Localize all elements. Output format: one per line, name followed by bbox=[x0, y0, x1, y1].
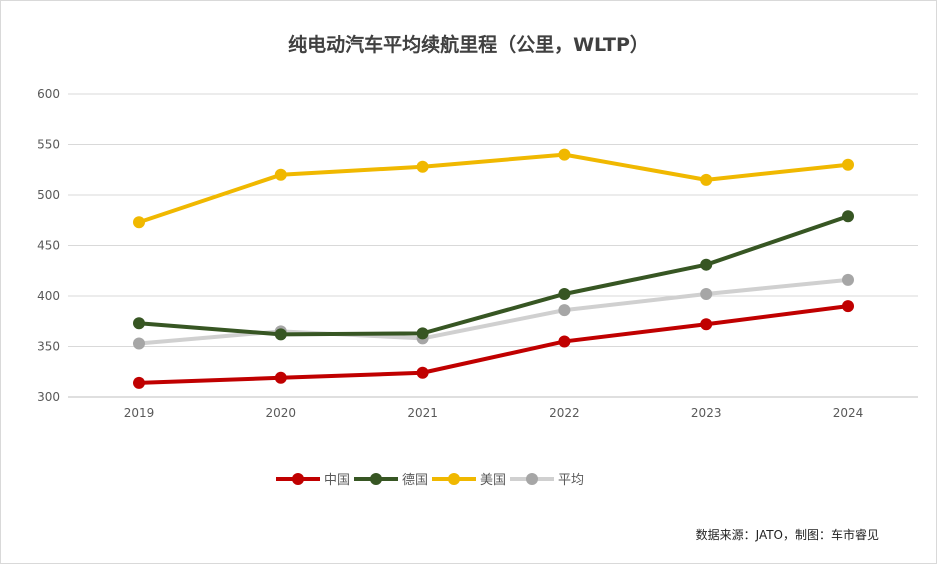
y-tick-label: 550 bbox=[37, 138, 60, 152]
y-tick-label: 600 bbox=[37, 87, 60, 101]
legend-line-marker bbox=[276, 472, 320, 485]
data-point bbox=[842, 210, 854, 223]
y-tick-label: 300 bbox=[37, 390, 60, 404]
legend-item: 平均 bbox=[510, 469, 584, 488]
data-point bbox=[842, 158, 854, 171]
legend-item: 德国 bbox=[354, 469, 428, 488]
legend-item: 中国 bbox=[276, 469, 350, 488]
x-tick-label: 2019 bbox=[124, 406, 155, 420]
x-tick-label: 2022 bbox=[549, 406, 580, 420]
data-point bbox=[133, 216, 145, 229]
legend-label: 中国 bbox=[324, 473, 351, 488]
series-line-中国 bbox=[138, 304, 849, 385]
data-point bbox=[700, 318, 713, 331]
y-tick-label: 450 bbox=[37, 239, 60, 253]
legend-item: 美国 bbox=[432, 469, 506, 488]
data-point bbox=[700, 173, 713, 186]
data-point bbox=[416, 327, 429, 340]
x-tick-label: 2021 bbox=[407, 406, 438, 420]
data-point bbox=[558, 287, 571, 300]
x-tick-label: 2023 bbox=[691, 406, 722, 420]
y-tick-label: 350 bbox=[37, 340, 60, 354]
data-point bbox=[416, 160, 429, 173]
legend-line-marker bbox=[354, 472, 399, 485]
data-point bbox=[558, 304, 571, 317]
legend-line-marker bbox=[432, 472, 477, 485]
legend-label: 美国 bbox=[480, 473, 507, 488]
legend: 中国 德国 美国 平均 bbox=[276, 469, 588, 488]
data-point bbox=[416, 366, 429, 379]
data-point bbox=[842, 273, 854, 286]
data-point bbox=[700, 258, 713, 271]
x-tick-label: 2020 bbox=[266, 406, 297, 420]
chart-title: 纯电动汽车平均续航里程（公里，WLTP） bbox=[288, 34, 649, 56]
source-note: 数据来源：JATO，制图：车市睿见 bbox=[695, 528, 879, 542]
data-point bbox=[700, 287, 713, 300]
legend-line-marker bbox=[510, 472, 555, 485]
series-line-美国 bbox=[138, 152, 849, 225]
data-point bbox=[274, 168, 287, 181]
data-point bbox=[274, 371, 287, 384]
y-tick-label: 400 bbox=[37, 289, 60, 303]
data-point bbox=[133, 337, 145, 350]
data-point bbox=[133, 317, 145, 330]
data-point bbox=[842, 300, 854, 313]
data-point bbox=[558, 335, 571, 348]
legend-label: 德国 bbox=[402, 473, 429, 488]
y-tick-label: 500 bbox=[37, 188, 60, 202]
data-point bbox=[558, 148, 571, 161]
legend-label: 平均 bbox=[558, 473, 585, 488]
data-point bbox=[274, 328, 287, 341]
series-line-德国 bbox=[138, 214, 849, 337]
data-point bbox=[133, 376, 145, 389]
x-tick-label: 2024 bbox=[833, 406, 864, 420]
